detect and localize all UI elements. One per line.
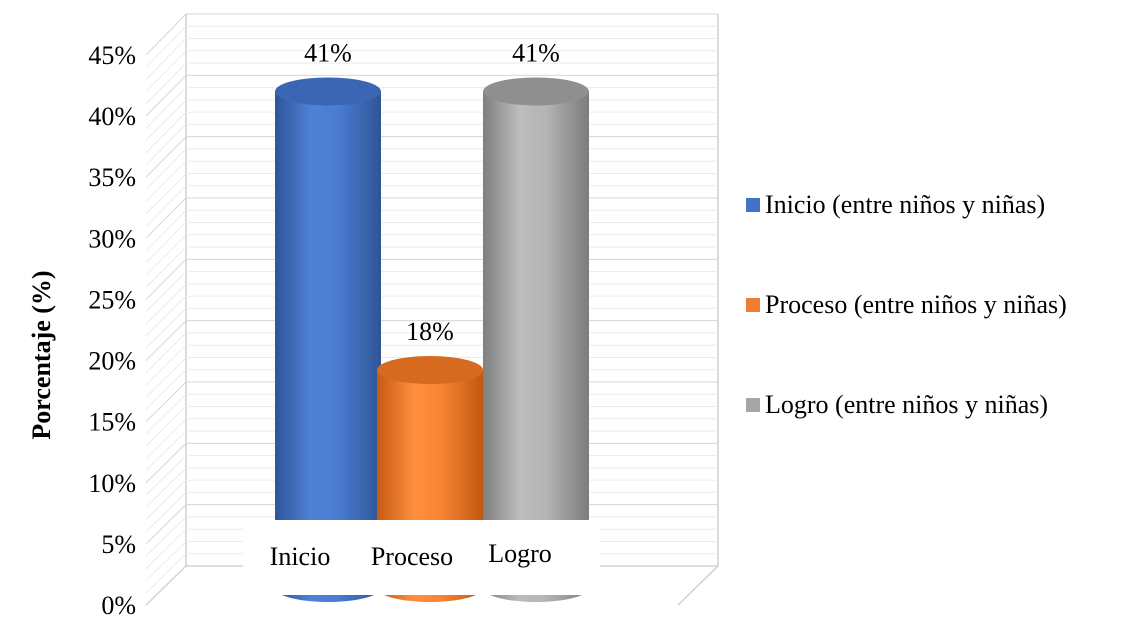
legend-label: Inicio (entre niños y niñas) [765, 190, 1045, 219]
y-tick-label: 45% [88, 41, 136, 70]
side-wall-line [145, 357, 187, 398]
legend: Inicio (entre niños y niñas) Proceso (ent… [746, 190, 1067, 419]
side-wall-line [145, 99, 187, 141]
category-label-inicio: Inicio [243, 520, 340, 595]
floor-right-edge [677, 565, 719, 606]
side-wall-line [145, 62, 187, 105]
side-wall-line [145, 209, 187, 251]
side-wall-line [145, 479, 187, 520]
side-wall-line [145, 541, 187, 581]
legend-item: Logro (entre niños y niñas) [746, 390, 1048, 419]
y-tick-label: 35% [88, 163, 136, 192]
y-tick-label: 5% [101, 530, 136, 559]
side-wall-line [145, 246, 187, 288]
y-tick-label: 40% [88, 102, 136, 131]
category-label-text: Proceso [371, 542, 453, 571]
legend-item: Proceso (entre niños y niñas) [746, 290, 1067, 319]
category-label-text: Logro [488, 539, 552, 568]
data-label: 41% [304, 38, 352, 67]
side-wall-line [145, 430, 187, 471]
y-axis-label: Porcentaje (%) [27, 270, 56, 439]
side-wall-line [145, 111, 187, 154]
side-wall-line [145, 344, 187, 386]
side-wall-line [145, 393, 187, 435]
side-wall-line [145, 455, 187, 496]
side-wall-line [145, 504, 187, 545]
category-label-bg [340, 520, 473, 595]
legend-label: Logro (entre niños y niñas) [765, 390, 1048, 419]
side-wall-line [145, 492, 187, 533]
bar-top [483, 77, 589, 106]
bars [275, 77, 589, 602]
bar-top [377, 356, 483, 384]
side-wall-line [145, 222, 187, 264]
category-label-bg [473, 520, 600, 595]
side-wall-line [145, 516, 187, 557]
bar-logro [483, 77, 589, 602]
y-axis-ticks: 0% 5% 10% 15% 20% 25% 30% 35% 40% 45% [88, 41, 136, 617]
side-wall-line [145, 13, 187, 56]
category-label-bg [243, 520, 340, 595]
side-wall-line [145, 74, 187, 117]
y-tick-label: 15% [88, 408, 136, 437]
bar-body [483, 91, 589, 602]
side-wall-line [145, 369, 187, 410]
side-wall-line [145, 173, 187, 215]
side-wall-line [145, 308, 187, 349]
side-wall-line [145, 25, 187, 68]
legend-item: Inicio (entre niños y niñas) [746, 190, 1045, 219]
side-wall-line [145, 148, 187, 190]
category-label-text: Inicio [270, 542, 331, 571]
y-tick-label: 10% [88, 469, 136, 498]
y-tick-label: 20% [88, 347, 136, 376]
category-label-logro: Logro [473, 520, 600, 595]
side-wall-line [145, 271, 187, 313]
side-wall-line [145, 320, 187, 361]
side-wall-line [145, 467, 187, 508]
side-wall-line [145, 136, 187, 178]
side-wall-line [145, 418, 187, 459]
side-wall-line [145, 528, 187, 569]
category-label-proceso: Proceso [340, 520, 473, 595]
side-wall-line [145, 283, 187, 325]
legend-swatch [746, 198, 760, 212]
legend-label: Proceso (entre niños y niñas) [765, 290, 1067, 319]
side-wall-line [145, 332, 187, 374]
bar-inicio [275, 77, 381, 602]
side-wall-line [145, 234, 187, 276]
category-labels: Inicio Proceso Logro [243, 520, 600, 595]
side-wall-line [145, 185, 187, 227]
side-wall-line [145, 197, 187, 239]
legend-swatch [746, 398, 760, 412]
legend-swatch [746, 298, 760, 312]
side-wall-line [145, 258, 187, 300]
side-wall-line [145, 160, 187, 203]
bar-body [275, 91, 381, 602]
data-labels: 41% 18% 41% [304, 38, 560, 346]
y-tick-label: 0% [101, 591, 136, 617]
side-wall-line [145, 442, 187, 484]
side-wall-line [145, 124, 187, 166]
y-tick-label: 25% [88, 285, 136, 314]
y-tick-label: 30% [88, 224, 136, 253]
side-wall-line [145, 381, 187, 423]
side-wall-line [145, 87, 187, 129]
data-label: 41% [512, 38, 560, 67]
side-wall-line [145, 295, 187, 337]
side-wall-line [145, 38, 187, 80]
side-wall-line [145, 406, 187, 447]
bar-top [275, 77, 381, 106]
side-wall-line [145, 50, 187, 93]
data-label: 18% [406, 317, 454, 346]
side-wall-line [145, 553, 187, 594]
side-wall-line [145, 565, 187, 606]
